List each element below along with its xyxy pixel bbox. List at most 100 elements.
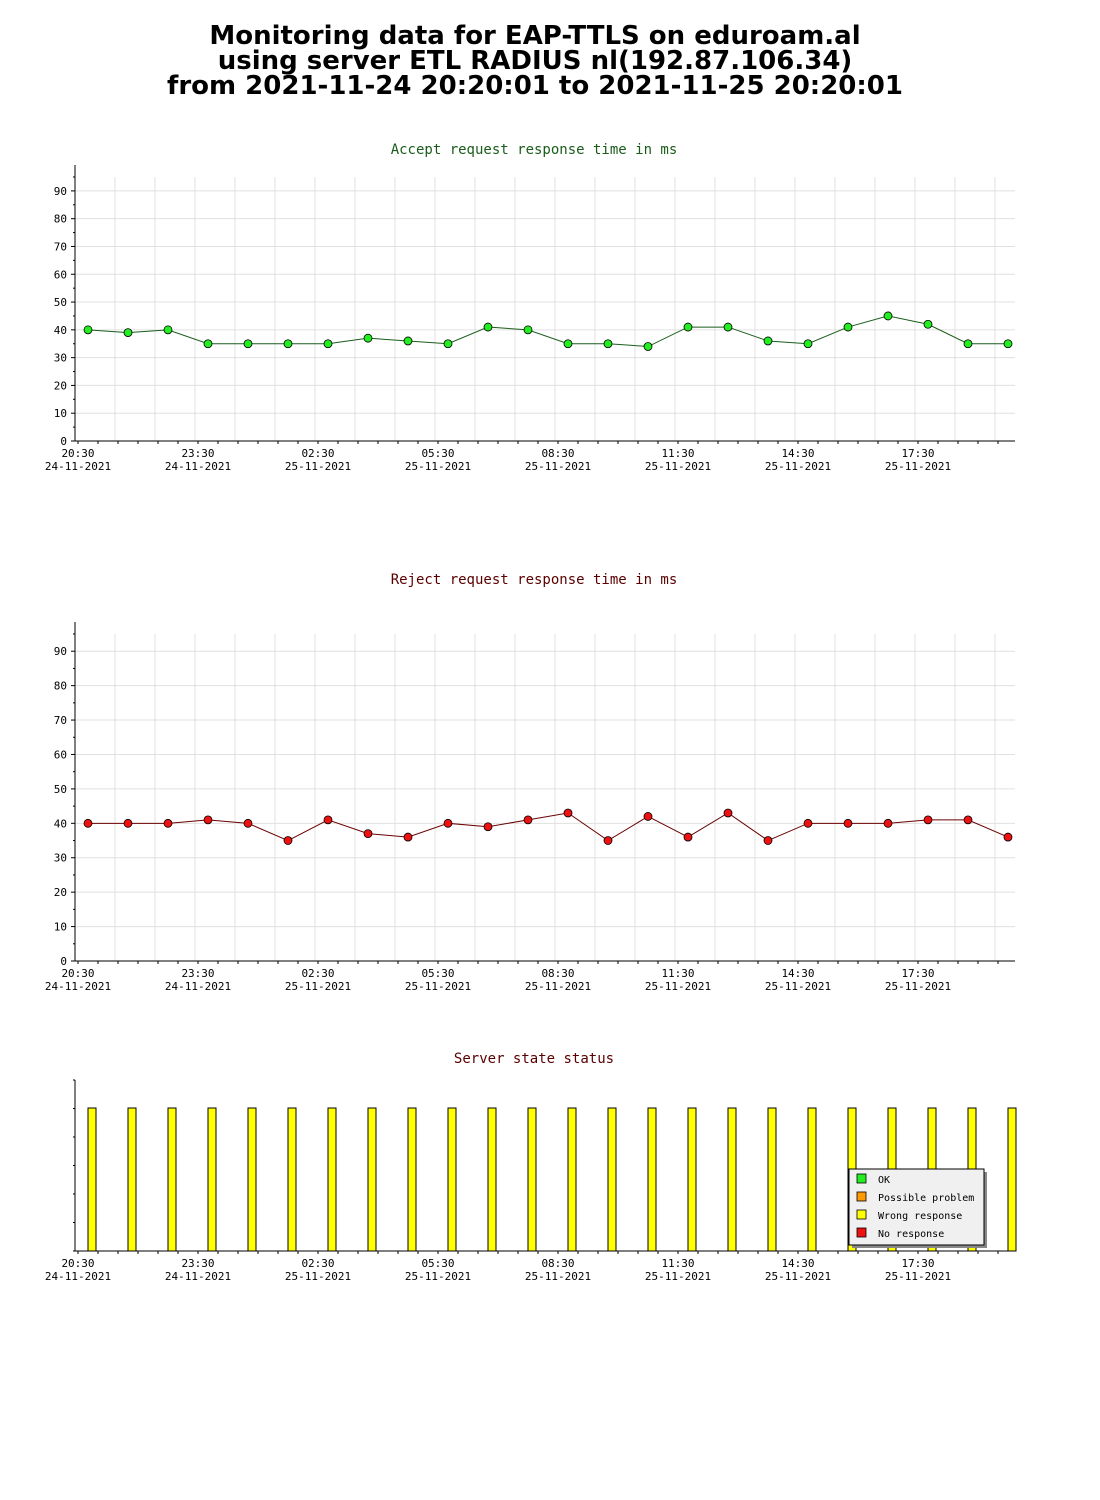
data-point	[883, 818, 893, 828]
data-point	[1003, 339, 1013, 349]
x-tick-date-label: 25-11-2021	[765, 980, 831, 993]
data-point	[123, 328, 133, 338]
chart-title: Server state status	[454, 1051, 614, 1067]
x-tick-date-label: 25-11-2021	[645, 460, 711, 473]
data-point	[403, 832, 413, 842]
x-tick-time-label: 14:30	[781, 1257, 814, 1270]
y-tick-label: 30	[54, 352, 67, 365]
status-chart: Server state status20:3024-11-202123:302…	[45, 1051, 1017, 1283]
x-tick-time-label: 05:30	[421, 1257, 454, 1270]
header-line-3: from 2021-11-24 20:20:01 to 2021-11-25 2…	[167, 71, 903, 101]
y-tick-label: 90	[54, 645, 67, 658]
x-tick-time-label: 14:30	[781, 447, 814, 460]
data-point	[843, 818, 853, 828]
x-tick-time-label: 05:30	[421, 447, 454, 460]
y-tick-label: 80	[54, 680, 67, 693]
status-bar	[687, 1107, 697, 1252]
y-tick-label: 60	[54, 748, 67, 761]
y-tick-label: 30	[54, 852, 67, 865]
data-point	[83, 818, 93, 828]
data-point	[963, 339, 973, 349]
data-point	[203, 815, 213, 825]
reject-chart: Reject request response time in ms 0 10 20 3…	[45, 572, 1015, 993]
y-tick-label: 50	[54, 296, 67, 309]
x-tick-time-label: 17:30	[901, 967, 934, 980]
x-tick-date-label: 24-11-2021	[45, 460, 111, 473]
data-point	[403, 336, 413, 346]
x-tick-date-label: 25-11-2021	[885, 980, 951, 993]
data-point	[723, 808, 733, 818]
x-tick-time-label: 17:30	[901, 1257, 934, 1270]
y-tick-label: 70	[54, 240, 67, 253]
status-bar	[327, 1107, 337, 1252]
legend-swatch	[856, 1227, 867, 1238]
y-tick-label: 90	[54, 185, 67, 198]
data-point	[283, 339, 293, 349]
data-point	[443, 818, 453, 828]
data-point	[523, 815, 533, 825]
data-point	[803, 339, 813, 349]
chart-title: Reject request response time in ms	[391, 572, 678, 588]
legend-label: OK	[878, 1175, 890, 1186]
legend: OK Possible problem Wrong response No respo…	[848, 1168, 987, 1248]
x-tick-date-label: 25-11-2021	[285, 980, 351, 993]
data-point	[843, 322, 853, 332]
y-tick-label: 50	[54, 783, 67, 796]
data-point	[763, 836, 773, 845]
status-bar	[1007, 1107, 1017, 1252]
status-bar	[87, 1107, 97, 1252]
data-point	[563, 808, 573, 818]
status-bar	[167, 1107, 177, 1252]
legend-label: Possible problem	[878, 1193, 974, 1204]
x-tick-date-label: 25-11-2021	[885, 1270, 951, 1283]
data-point	[683, 322, 693, 332]
x-tick-date-label: 25-11-2021	[525, 460, 591, 473]
x-tick-time-label: 11:30	[661, 967, 694, 980]
x-tick-time-label: 02:30	[301, 1257, 334, 1270]
data-point	[563, 339, 573, 349]
status-bar	[127, 1107, 137, 1252]
status-bar	[367, 1107, 377, 1252]
data-point	[123, 818, 133, 828]
status-bar	[727, 1107, 737, 1252]
accept-chart: Accept request response time in ms 0 10 20 3…	[45, 142, 1015, 473]
y-tick-label: 10	[54, 921, 67, 934]
x-tick-time-label: 14:30	[781, 967, 814, 980]
status-bar	[607, 1107, 617, 1252]
x-tick-date-label: 25-11-2021	[885, 460, 951, 473]
header-line-1: Monitoring data for EAP-TTLS on eduroam.…	[209, 21, 861, 51]
y-tick-label: 60	[54, 268, 67, 281]
x-tick-time-label: 17:30	[901, 447, 934, 460]
x-tick-date-label: 24-11-2021	[45, 1270, 111, 1283]
data-point	[483, 822, 493, 832]
data-point	[603, 339, 613, 349]
x-tick-time-label: 23:30	[181, 967, 214, 980]
x-tick-date-label: 24-11-2021	[165, 460, 231, 473]
x-tick-time-label: 08:30	[541, 447, 574, 460]
status-bar	[287, 1107, 297, 1252]
x-tick-date-label: 25-11-2021	[645, 1270, 711, 1283]
y-tick-label: 40	[54, 324, 67, 337]
chart-title: Accept request response time in ms	[391, 142, 678, 158]
legend-label: Wrong response	[878, 1211, 962, 1222]
data-point	[643, 342, 653, 351]
data-point	[1003, 832, 1013, 842]
x-tick-time-label: 02:30	[301, 447, 334, 460]
x-tick-time-label: 11:30	[661, 1257, 694, 1270]
data-point	[923, 319, 933, 329]
legend-swatch	[856, 1209, 867, 1220]
data-point	[283, 836, 293, 845]
data-point	[603, 836, 613, 845]
data-point	[243, 339, 253, 349]
status-bar	[207, 1107, 217, 1252]
legend-label: No response	[878, 1229, 944, 1240]
data-point	[363, 829, 373, 839]
status-bar	[567, 1107, 577, 1252]
y-tick-label: 20	[54, 379, 67, 392]
x-tick-date-label: 25-11-2021	[525, 1270, 591, 1283]
status-bar	[447, 1107, 457, 1252]
page-header: Monitoring data for EAP-TTLS on eduroam.…	[0, 21, 1070, 101]
data-point	[483, 322, 493, 332]
status-bar	[487, 1107, 497, 1252]
y-tick-label: 70	[54, 714, 67, 727]
